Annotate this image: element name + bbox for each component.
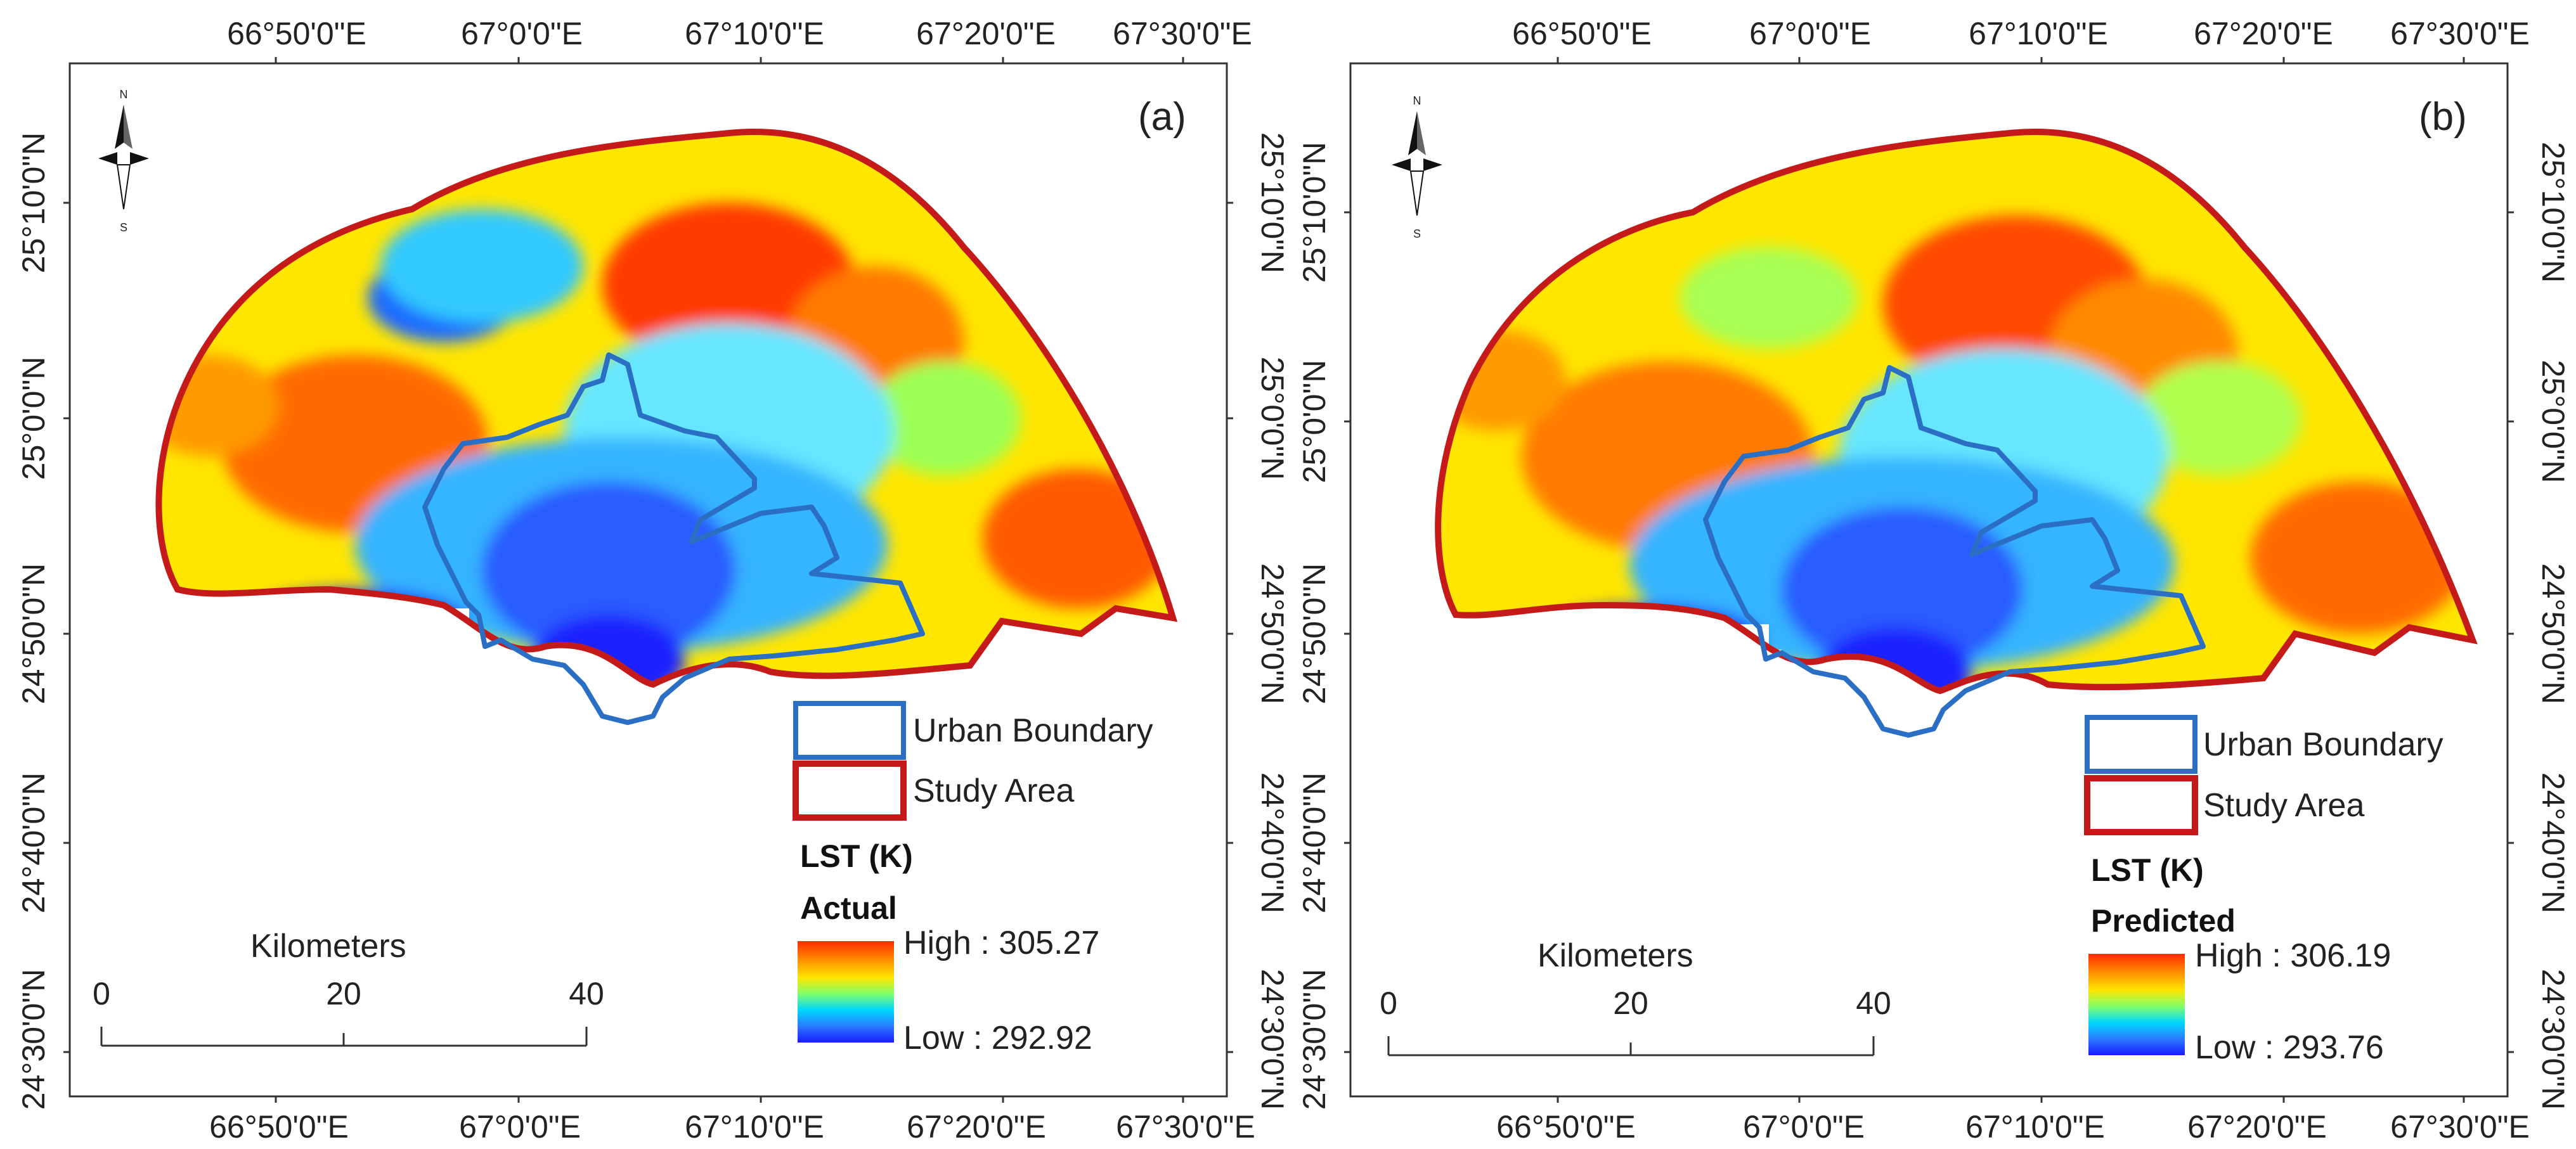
tick-label: 24°50'0"N: [1255, 563, 1290, 704]
bottom-longitude-labels: 66°50'0"E 67°0'0"E 67°10'0"E 67°20'0"E 6…: [1496, 1109, 2530, 1145]
legend: Urban Boundary Study Area LST (K) Actual…: [793, 701, 1153, 1056]
top-longitude-labels: 66°50'0"E 67°0'0"E 67°10'0"E 67°20'0"E 6…: [1512, 16, 2530, 51]
tick-label: 24°40'0"N: [2535, 773, 2571, 913]
top-longitude-labels: 66°50'0"E 67°0'0"E 67°10'0"E 67°20'0"E 6…: [227, 16, 1252, 51]
tick-label: 24°50'0"N: [16, 563, 51, 704]
scale-tick-label: 40: [1856, 985, 1891, 1021]
panel-label: (b): [2419, 95, 2467, 139]
svg-text:S: S: [1413, 228, 1421, 240]
high-value-label: High : 305.27: [903, 925, 1099, 961]
tick-label: 66°50'0"E: [1512, 16, 1652, 51]
tick-label: 24°50'0"N: [1297, 563, 1332, 704]
study-area-boundary: [155, 128, 1178, 688]
tick-label: 67°0'0"E: [1743, 1109, 1865, 1145]
tick-label: 67°30'0"E: [2390, 16, 2530, 51]
left-latitude-labels: 25°10'0"N 25°0'0"N 24°50'0"N 24°40'0"N 2…: [1297, 142, 1332, 1110]
tick-label: 24°50'0"N: [2535, 563, 2571, 704]
tick-label: 24°40'0"N: [1255, 773, 1290, 913]
tick-label: 67°10'0"E: [685, 1109, 824, 1145]
color-ramp: [798, 941, 894, 1043]
high-value-label: High : 306.19: [2195, 937, 2391, 974]
tick-label: 67°10'0"E: [1965, 1109, 2105, 1145]
scale-bar: Kilometers 0 20 40: [93, 928, 604, 1047]
scale-tick-label: 20: [326, 976, 361, 1011]
study-area-label: Study Area: [913, 773, 1074, 809]
legend: Urban Boundary Study Area LST (K) Predic…: [2084, 715, 2443, 1066]
lst-legend-title: LST (K): [2091, 852, 2204, 888]
tick-label: 24°40'0"N: [1297, 773, 1332, 913]
lst-legend-title: LST (K): [800, 838, 913, 874]
urban-boundary-swatch: [2085, 715, 2197, 774]
bottom-longitude-labels: 66°50'0"E 67°0'0"E 67°10'0"E 67°20'0"E 6…: [209, 1109, 1255, 1145]
panel-label: (a): [1138, 95, 1186, 139]
right-latitude-labels: 25°10'0"N 25°0'0"N 24°50'0"N 24°40'0"N 2…: [2535, 142, 2571, 1110]
tick-label: 67°10'0"E: [685, 16, 824, 51]
graticule-ticks: [63, 57, 1233, 1103]
tick-label: 67°20'0"E: [916, 16, 1056, 51]
tick-label: 25°0'0"N: [2535, 360, 2571, 484]
urban-boundary-swatch: [793, 701, 906, 760]
scale-tick-label: 40: [569, 976, 604, 1011]
map-panel-a: 66°50'0"E 67°0'0"E 67°10'0"E 67°20'0"E 6…: [16, 16, 1290, 1145]
tick-label: 25°10'0"N: [2535, 142, 2571, 283]
tick-label: 67°10'0"E: [1969, 16, 2108, 51]
svg-text:N: N: [1413, 94, 1421, 107]
study-area-label: Study Area: [2203, 787, 2364, 824]
tick-label: 66°50'0"E: [227, 16, 366, 51]
scale-bar-unit: Kilometers: [1537, 937, 1693, 974]
lst-legend-subtitle: Actual: [800, 890, 897, 926]
tick-label: 67°30'0"E: [1116, 1109, 1255, 1145]
tick-label: 67°20'0"E: [2194, 16, 2333, 51]
scale-tick-label: 20: [1613, 985, 1648, 1021]
tick-label: 24°40'0"N: [16, 773, 51, 913]
north-arrow-icon: N S: [98, 88, 149, 234]
scale-tick-label: 0: [1380, 985, 1397, 1021]
urban-boundary: [1703, 365, 2206, 738]
tick-label: 24°30'0"N: [1297, 969, 1332, 1110]
svg-text:S: S: [120, 221, 127, 234]
study-area-swatch: [793, 761, 907, 821]
tick-label: 67°0'0"E: [461, 16, 583, 51]
low-value-label: Low : 292.92: [903, 1020, 1092, 1056]
urban-boundary-label: Urban Boundary: [913, 712, 1153, 749]
map-panel-b: 66°50'0"E 67°0'0"E 67°10'0"E 67°20'0"E 6…: [1297, 16, 2571, 1145]
scale-bar-unit: Kilometers: [250, 928, 406, 965]
graticule-ticks: [1344, 57, 2514, 1103]
right-latitude-labels: 25°10'0"N 25°0'0"N 24°50'0"N 24°40'0"N 2…: [1255, 132, 1290, 1110]
tick-label: 25°10'0"N: [16, 132, 51, 273]
lst-legend-subtitle: Predicted: [2091, 903, 2236, 939]
low-value-label: Low : 293.76: [2195, 1029, 2384, 1066]
tick-label: 66°50'0"E: [209, 1109, 349, 1145]
tick-label: 25°10'0"N: [1297, 142, 1332, 283]
tick-label: 25°0'0"N: [1255, 357, 1290, 480]
tick-label: 66°50'0"E: [1496, 1109, 1636, 1145]
urban-boundary-label: Urban Boundary: [2203, 726, 2443, 763]
tick-label: 24°30'0"N: [16, 969, 51, 1110]
scale-bar: Kilometers 0 20 40: [1380, 937, 1891, 1056]
tick-label: 67°20'0"E: [907, 1109, 1046, 1145]
study-area-boundary: [1435, 128, 2478, 695]
svg-text:N: N: [120, 88, 128, 101]
tick-label: 25°0'0"N: [16, 357, 51, 480]
tick-label: 25°10'0"N: [1255, 132, 1290, 273]
north-arrow-icon: N S: [1392, 94, 1442, 240]
tick-label: 25°0'0"N: [1297, 360, 1332, 484]
tick-label: 67°0'0"E: [1749, 16, 1871, 51]
tick-label: 67°20'0"E: [2187, 1109, 2327, 1145]
tick-label: 24°30'0"N: [1255, 969, 1290, 1110]
left-latitude-labels: 25°10'0"N 25°0'0"N 24°50'0"N 24°40'0"N 2…: [16, 132, 51, 1110]
scale-tick-label: 0: [93, 976, 110, 1011]
tick-label: 67°0'0"E: [459, 1109, 581, 1145]
tick-label: 67°30'0"E: [2390, 1109, 2530, 1145]
urban-boundary: [422, 352, 925, 725]
tick-label: 67°30'0"E: [1113, 16, 1252, 51]
study-area-swatch: [2084, 775, 2198, 835]
color-ramp: [2088, 954, 2185, 1055]
tick-label: 24°30'0"N: [2535, 969, 2571, 1110]
